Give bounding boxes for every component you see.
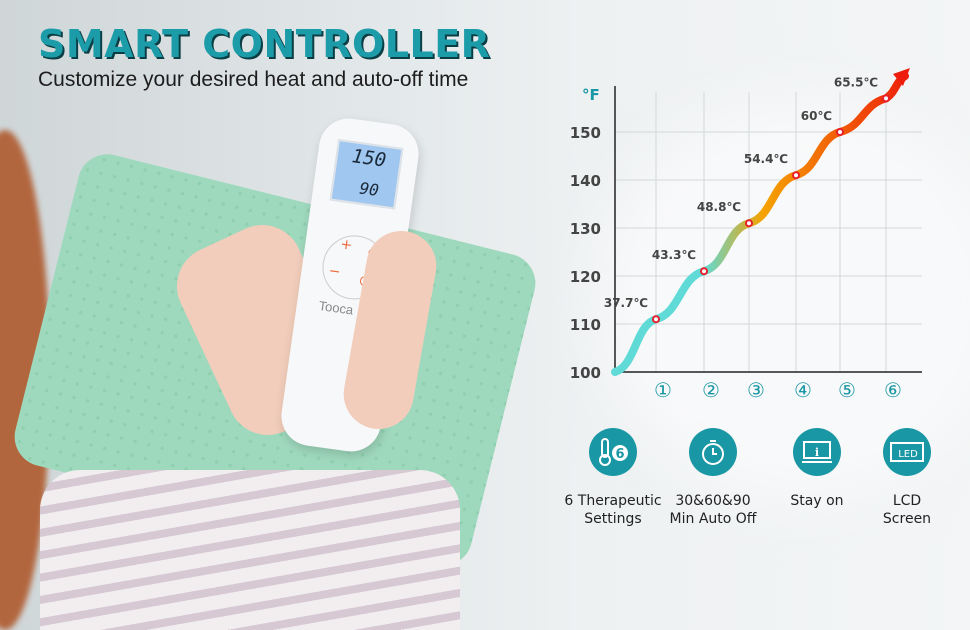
feature-item: 6 6 Therapeutic Settings bbox=[548, 428, 678, 528]
feature-label: 30&60&90 Min Auto Off bbox=[669, 493, 757, 527]
svg-text:i: i bbox=[815, 446, 819, 459]
chart-grid bbox=[615, 92, 922, 372]
x-category-label: ③ bbox=[747, 378, 765, 402]
feature-item: i Stay on bbox=[752, 428, 882, 510]
feature-label: LCD Screen bbox=[882, 493, 932, 527]
data-label: 48.8℃ bbox=[697, 200, 741, 214]
page-title: SMART CONTROLLER bbox=[38, 22, 491, 66]
data-label: 54.4℃ bbox=[744, 152, 788, 166]
feature-item: 30&60&90 Min Auto Off bbox=[648, 428, 778, 528]
y-tick-label: 130 bbox=[570, 220, 601, 238]
x-category-label: ① bbox=[654, 378, 672, 402]
x-category-label: ④ bbox=[794, 378, 812, 402]
temperature-chart: 100 110 120 130 140 150 °F ① ② ③ ④ ⑤ ⑥ 37.7℃ 43.3℃ 48.… bbox=[570, 68, 922, 402]
svg-text:LED: LED bbox=[898, 449, 918, 460]
y-tick-label: 110 bbox=[570, 316, 601, 334]
data-label: 60℃ bbox=[801, 109, 832, 123]
y-tick-label: 120 bbox=[570, 268, 601, 286]
x-category-label: ⑥ bbox=[884, 378, 902, 402]
data-point bbox=[792, 171, 800, 180]
page-subtitle: Customize your desired heat and auto-off… bbox=[38, 68, 469, 91]
x-category-label: ② bbox=[702, 378, 720, 402]
svg-text:6: 6 bbox=[615, 447, 624, 462]
y-tick-label: 100 bbox=[570, 364, 601, 382]
data-point bbox=[882, 94, 890, 103]
y-axis-unit: °F bbox=[582, 86, 600, 104]
stopwatch-icon bbox=[689, 428, 737, 476]
feature-label: 6 Therapeutic Settings bbox=[564, 493, 662, 527]
arrow-head-icon bbox=[893, 68, 910, 86]
thermometer-six-icon: 6 bbox=[589, 428, 637, 476]
monitor-info-icon: i bbox=[793, 428, 841, 476]
x-category-label: ⑤ bbox=[838, 378, 856, 402]
data-label: 43.3℃ bbox=[652, 248, 696, 262]
temperature-curve bbox=[611, 72, 909, 376]
data-point bbox=[700, 267, 708, 276]
feature-label: Stay on bbox=[790, 493, 844, 509]
y-tick-label: 140 bbox=[570, 172, 601, 190]
data-point bbox=[745, 219, 753, 228]
data-label: 37.7℃ bbox=[604, 296, 648, 310]
y-tick-label: 150 bbox=[570, 124, 601, 142]
chart-axes: 100 110 120 130 140 150 °F ① ② ③ ④ ⑤ ⑥ bbox=[570, 86, 922, 402]
data-point bbox=[836, 128, 844, 136]
led-screen-icon: LED bbox=[883, 428, 931, 476]
feature-item: LED LCD Screen bbox=[842, 428, 970, 528]
data-point bbox=[652, 315, 660, 324]
data-label: 65.5℃ bbox=[834, 75, 878, 89]
